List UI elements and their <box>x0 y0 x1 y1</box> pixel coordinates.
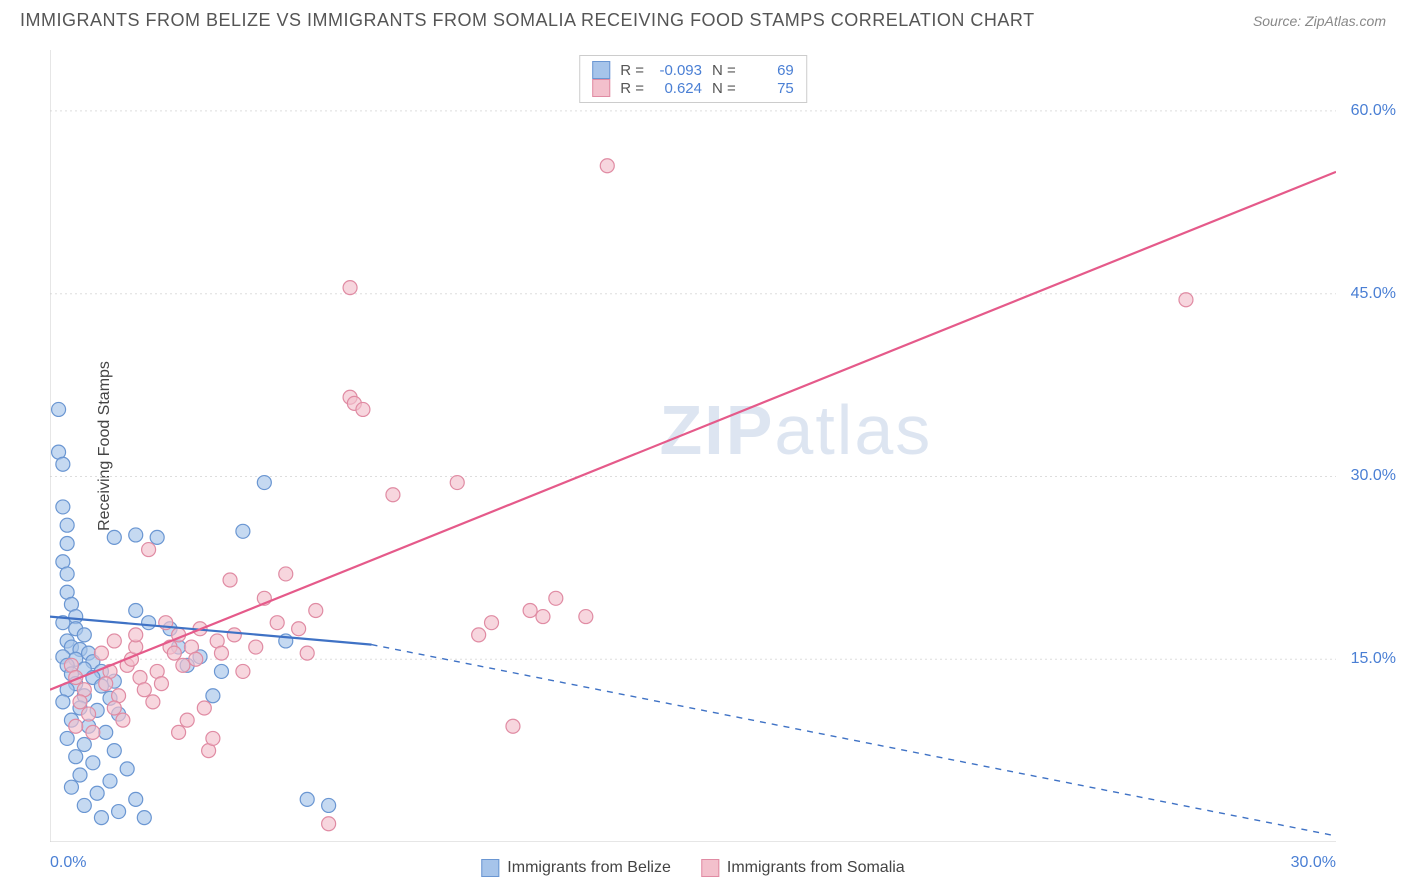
y-tick-label: 30.0% <box>1351 467 1396 485</box>
n-value-belize: 69 <box>746 62 794 79</box>
r-label: R = <box>620 62 644 79</box>
r-value-belize: -0.093 <box>654 62 702 79</box>
correlation-row-somalia: R = 0.624 N = 75 <box>592 79 794 97</box>
legend-item-somalia: Immigrants from Somalia <box>701 859 905 877</box>
n-label: N = <box>712 62 736 79</box>
swatch-somalia <box>701 859 719 877</box>
legend-item-belize: Immigrants from Belize <box>481 859 671 877</box>
plot-svg <box>50 50 1336 842</box>
chart-title: IMMIGRANTS FROM BELIZE VS IMMIGRANTS FRO… <box>20 10 1035 31</box>
series-legend: Immigrants from Belize Immigrants from S… <box>481 859 904 877</box>
r-value-somalia: 0.624 <box>654 80 702 97</box>
chart-area: Receiving Food Stamps ZIPatlas R = -0.09… <box>50 50 1336 842</box>
n-label: N = <box>712 80 736 97</box>
n-value-somalia: 75 <box>746 80 794 97</box>
swatch-belize <box>481 859 499 877</box>
correlation-legend: R = -0.093 N = 69 R = 0.624 N = 75 <box>579 55 807 103</box>
legend-label-belize: Immigrants from Belize <box>507 859 671 877</box>
swatch-belize <box>592 61 610 79</box>
x-tick-label: 0.0% <box>50 854 86 872</box>
swatch-somalia <box>592 79 610 97</box>
chart-source: Source: ZipAtlas.com <box>1253 13 1386 29</box>
legend-label-somalia: Immigrants from Somalia <box>727 859 905 877</box>
x-tick-label: 30.0% <box>1291 854 1336 872</box>
y-tick-label: 60.0% <box>1351 102 1396 120</box>
y-tick-label: 15.0% <box>1351 650 1396 668</box>
correlation-row-belize: R = -0.093 N = 69 <box>592 61 794 79</box>
r-label: R = <box>620 80 644 97</box>
y-tick-label: 45.0% <box>1351 285 1396 303</box>
